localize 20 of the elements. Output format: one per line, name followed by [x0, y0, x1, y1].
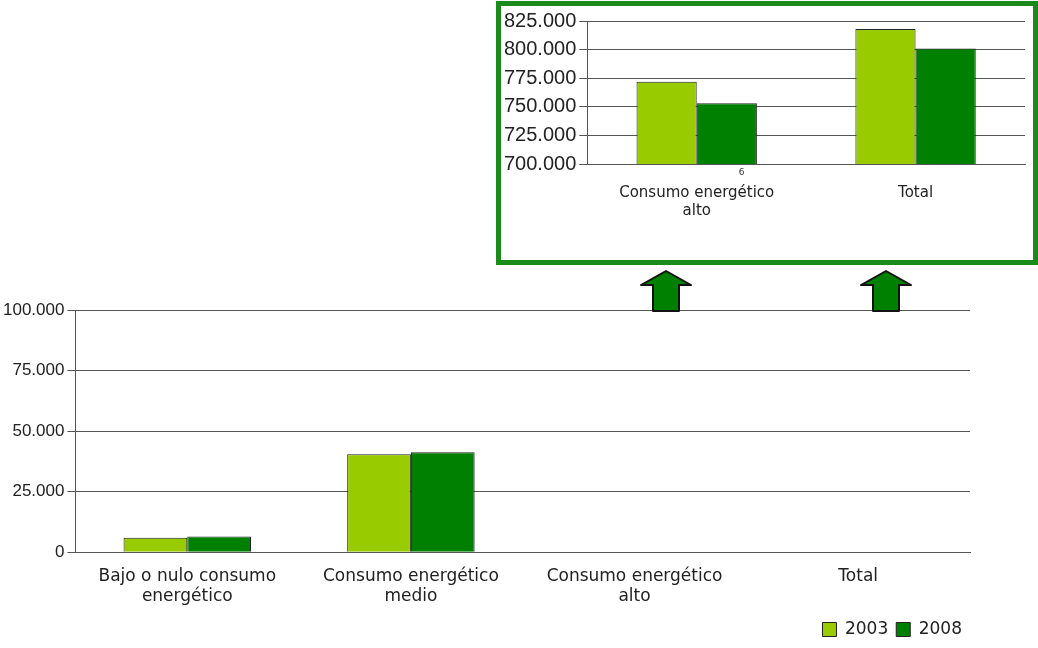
y-tick-label: 100.000 [3, 299, 65, 319]
y-tick-label: 700.000 [504, 151, 577, 174]
x-tick-label: Total [837, 564, 879, 585]
y-tick-label: 825.000 [504, 8, 577, 31]
y-tick-label: 50.000 [12, 420, 65, 440]
y-tick-label: 25.000 [12, 481, 65, 501]
y-tick-label: 75.000 [12, 360, 65, 380]
y-tick-label: 0 [54, 541, 65, 561]
legend-label: 2003 [844, 617, 889, 638]
x-tick-label: Consumo energético alto [619, 182, 775, 219]
x-tick-label: Consumo energético alto [546, 564, 723, 606]
x-tick-label: Consumo energético medio [323, 564, 499, 606]
x-tick-label: Total [897, 182, 934, 201]
y-tick-label: 775.000 [504, 65, 577, 88]
y-tick-label: 725.000 [504, 122, 577, 145]
y-tick-label: 800.000 [504, 37, 577, 60]
x-tick-label: Bajo o nulo consumo energético [98, 564, 277, 606]
y-tick-label: 750.000 [504, 94, 577, 117]
legend-label: 2008 [918, 617, 962, 638]
text: 6 [738, 167, 745, 177]
